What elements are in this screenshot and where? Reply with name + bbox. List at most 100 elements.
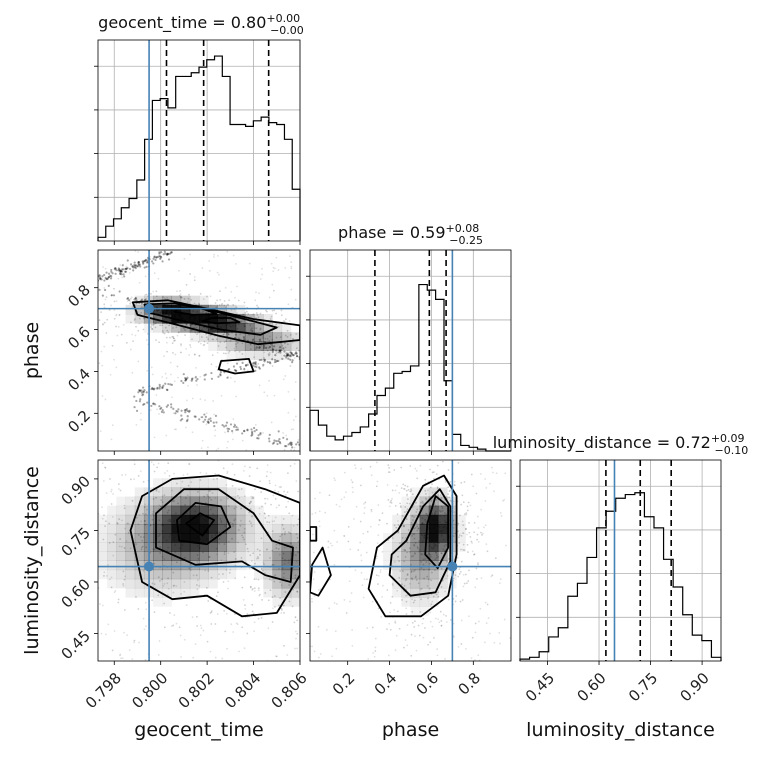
sample-point	[169, 533, 172, 536]
track-point	[184, 379, 187, 382]
sample-point	[444, 657, 446, 660]
density-cell	[410, 597, 421, 607]
sample-point	[169, 520, 172, 523]
sample-point	[403, 488, 406, 490]
sample-point	[131, 333, 134, 336]
sample-point	[428, 587, 431, 590]
density-cell	[180, 587, 191, 598]
sample-point	[294, 616, 297, 619]
density-cell	[272, 569, 283, 580]
sample-point	[123, 631, 125, 634]
sample-point	[229, 521, 232, 524]
sample-point	[114, 589, 117, 592]
sample-point	[380, 615, 383, 618]
sample-point	[171, 500, 174, 503]
sample-point	[193, 302, 196, 305]
density-cell	[180, 560, 191, 571]
sample-point	[350, 534, 352, 536]
track-point	[172, 309, 175, 312]
sample-point	[230, 290, 233, 293]
sample-point	[434, 544, 437, 546]
track-point	[288, 442, 292, 445]
track-point	[286, 352, 290, 355]
sample-point	[196, 579, 199, 582]
sample-point	[343, 599, 346, 601]
sample-point	[223, 551, 226, 553]
sample-point	[441, 509, 444, 512]
density-cell	[153, 578, 163, 589]
sample-point	[422, 563, 425, 566]
sample-point	[175, 290, 178, 293]
track-point	[235, 425, 238, 429]
track-point	[140, 391, 143, 394]
sample-point	[214, 429, 217, 432]
sample-point	[367, 657, 370, 660]
track-point	[119, 270, 122, 273]
sample-point	[273, 580, 276, 583]
sample-point	[235, 345, 237, 348]
track-point	[188, 409, 191, 412]
sample-point	[226, 446, 228, 449]
sample-point	[197, 320, 199, 323]
sample-point	[101, 453, 103, 455]
sample-point	[166, 296, 169, 299]
sample-point	[187, 297, 190, 300]
sample-point	[176, 334, 179, 337]
sample-point	[274, 574, 277, 577]
sample-point	[421, 622, 424, 625]
sample-point	[168, 475, 171, 477]
density-cell	[107, 542, 117, 552]
sample-point	[257, 306, 260, 309]
track-point	[124, 270, 128, 273]
sample-point	[100, 350, 103, 353]
track-point	[153, 255, 156, 258]
sample-point	[331, 655, 334, 658]
sample-point	[236, 327, 239, 330]
track-point	[287, 357, 290, 360]
track-point	[289, 358, 292, 361]
density-cell	[392, 560, 402, 571]
track-point	[152, 257, 155, 260]
sample-point	[248, 502, 251, 505]
sample-point	[420, 567, 423, 569]
density-cell	[208, 578, 218, 589]
density-cell	[254, 323, 264, 333]
sample-point	[190, 528, 193, 531]
track-point	[246, 428, 249, 431]
sample-point	[274, 489, 277, 492]
sample-point	[366, 578, 368, 581]
sample-point	[243, 301, 246, 304]
sample-point	[271, 338, 274, 341]
sample-point	[311, 336, 313, 338]
hist-frame-phase	[309, 249, 512, 452]
track-point	[256, 437, 259, 440]
density-cell	[401, 578, 411, 589]
sample-point	[216, 325, 219, 328]
sample-point	[398, 542, 401, 545]
density-cell	[171, 478, 182, 488]
sample-point	[111, 344, 114, 347]
track-point	[258, 338, 262, 341]
track-point	[273, 358, 277, 362]
sample-point	[251, 497, 253, 500]
track-point	[203, 418, 207, 421]
sample-point	[142, 480, 145, 483]
sample-point	[421, 500, 424, 503]
sample-point	[105, 492, 108, 494]
density-cell	[125, 560, 136, 571]
density-cell	[171, 505, 182, 516]
sample-point	[311, 596, 313, 598]
track-point	[269, 362, 272, 365]
sample-point	[159, 324, 162, 327]
sample-point	[218, 542, 221, 545]
density-cell	[162, 313, 172, 324]
sample-point	[199, 398, 202, 400]
sample-point	[211, 492, 214, 494]
track-point	[143, 402, 146, 406]
sample-point	[241, 439, 244, 442]
sample-point	[263, 512, 266, 515]
sample-point	[484, 601, 487, 604]
density-cell	[162, 478, 172, 488]
sample-point	[261, 568, 263, 571]
density-cell	[153, 478, 163, 488]
